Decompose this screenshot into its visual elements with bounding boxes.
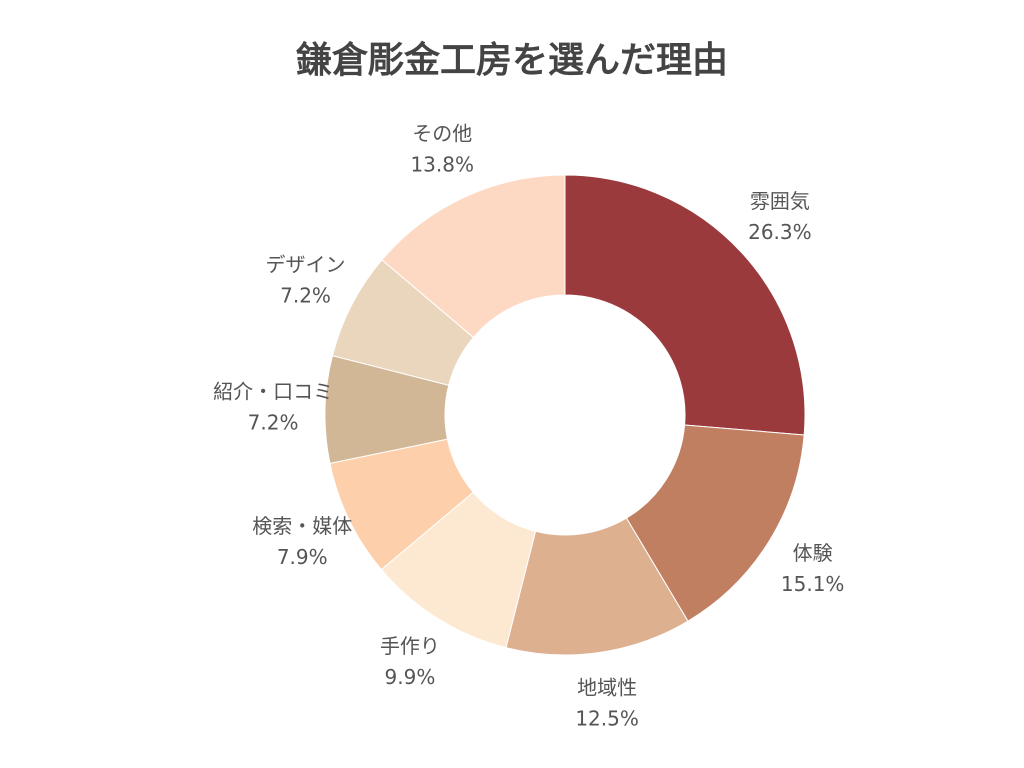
slice-value-label: 12.5% — [575, 706, 639, 730]
slice-label: 紹介・口コミ — [213, 380, 333, 404]
slice-value-label: 13.8% — [410, 153, 474, 177]
donut-slice — [564, 174, 806, 436]
donut-slice — [381, 174, 566, 339]
slice-label: デザイン — [266, 253, 346, 277]
slice-label: 検索・媒体 — [252, 514, 352, 538]
slice-value-label: 7.2% — [248, 411, 299, 435]
slice-label: 雰囲気 — [750, 189, 810, 213]
slice-label: その他 — [412, 122, 472, 146]
chart-title: 鎌倉彫金工房を選んだ理由 — [296, 39, 728, 81]
donut-slice — [625, 424, 805, 622]
slice-value-label: 26.3% — [748, 220, 812, 244]
slice-value-label: 7.2% — [280, 284, 331, 308]
slice-label: 地域性 — [577, 675, 637, 699]
slice-value-label: 7.9% — [277, 545, 328, 569]
slice-label: 手作り — [380, 634, 440, 658]
slice-value-label: 15.1% — [781, 572, 845, 596]
slice-label: 体験 — [793, 541, 833, 565]
slice-value-label: 9.9% — [385, 665, 436, 689]
